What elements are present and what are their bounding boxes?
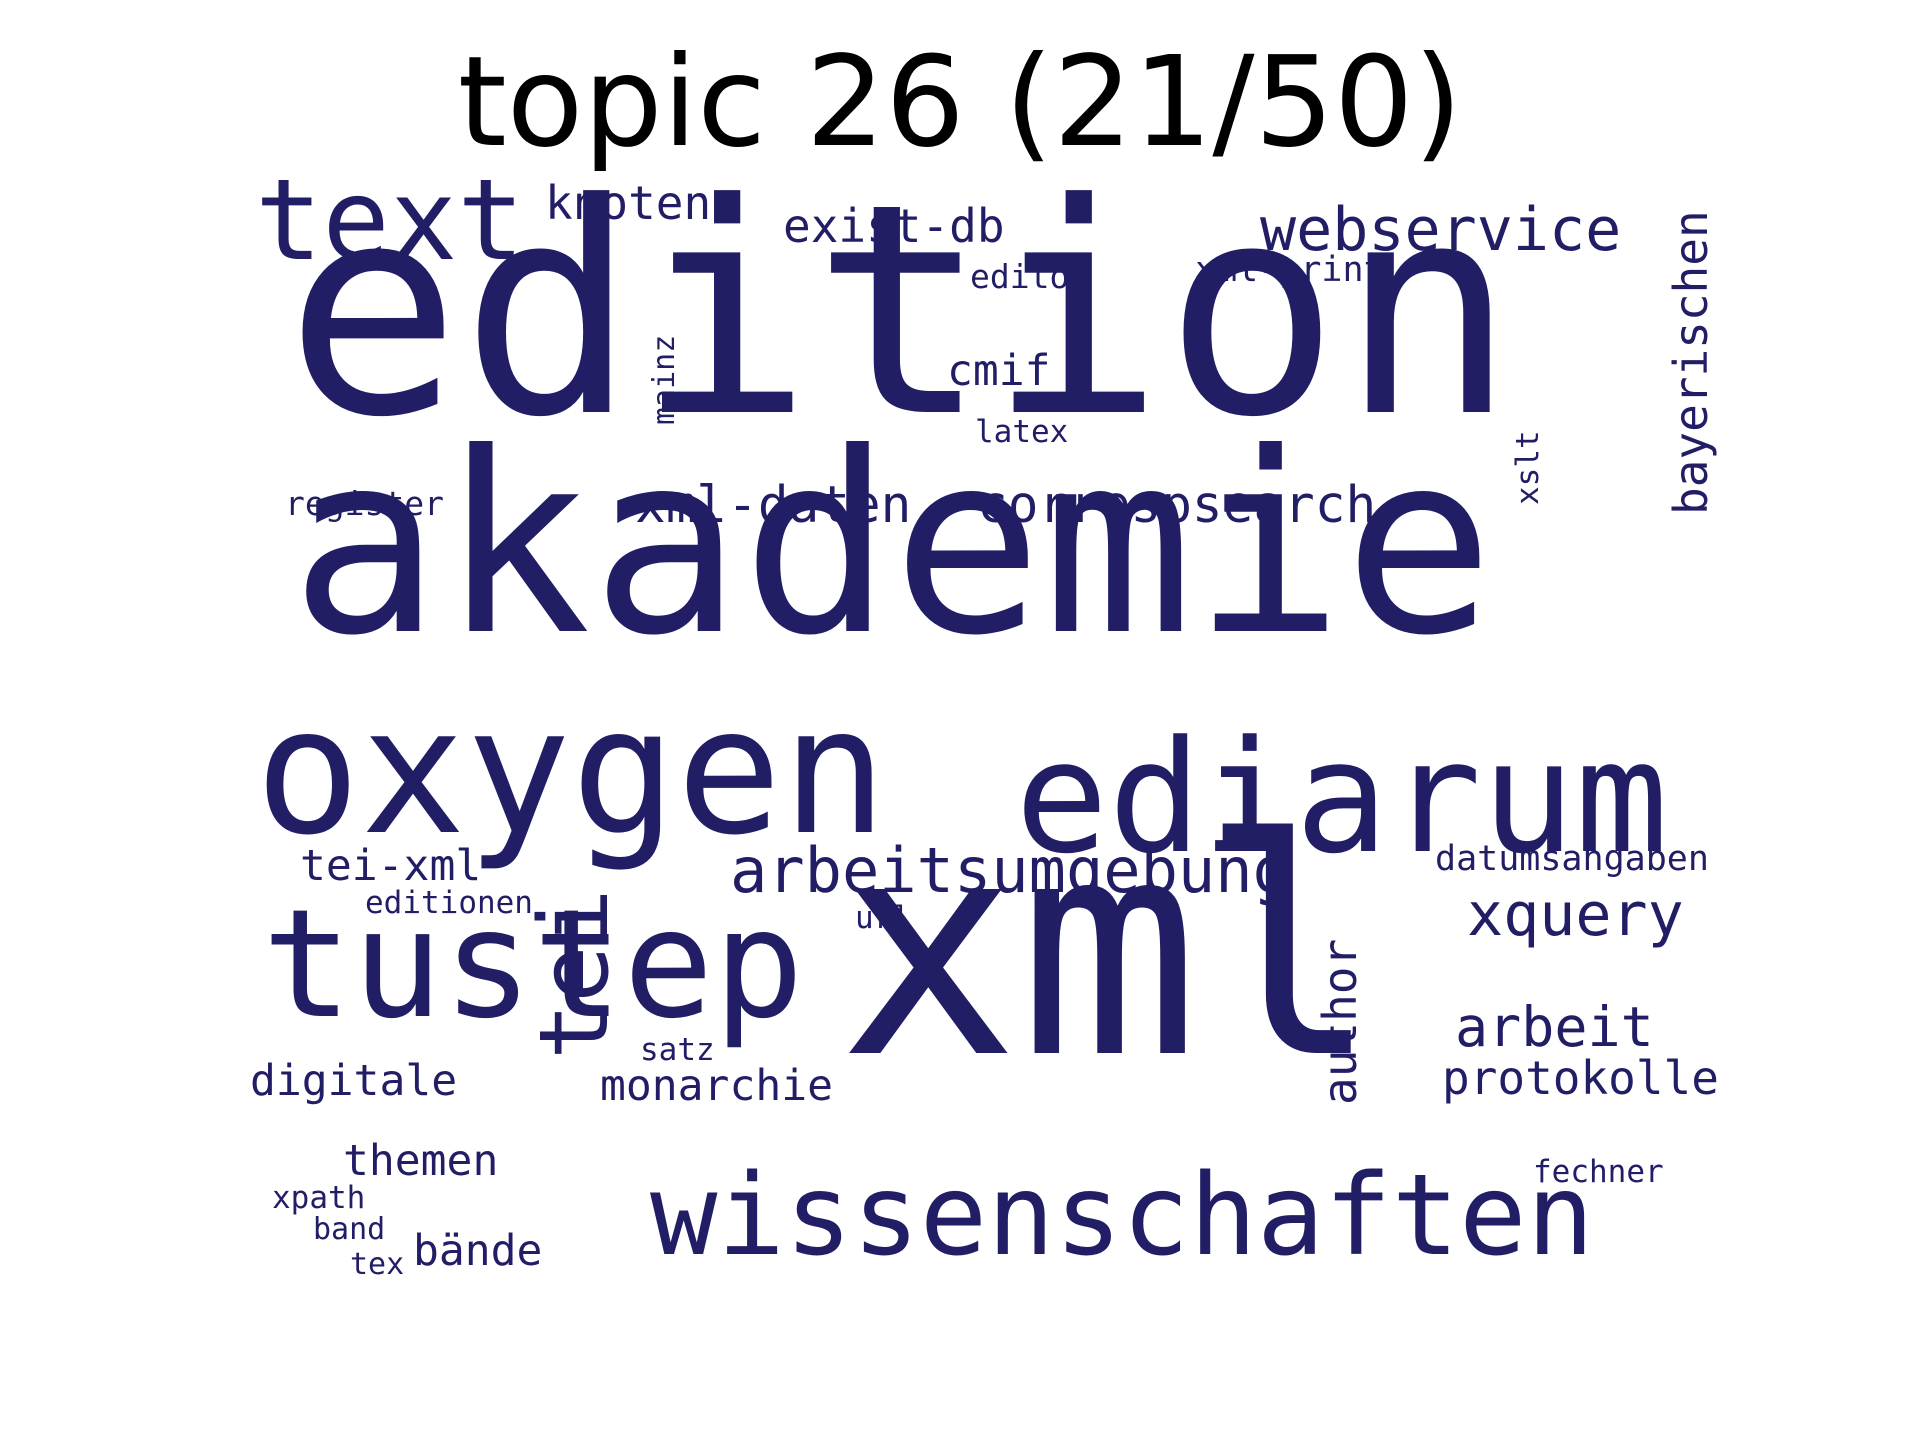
word-tex: tex: [350, 1247, 405, 1282]
word-digitale: digitale: [250, 1056, 458, 1106]
word-tei-xml: tei-xml: [300, 841, 482, 891]
word-editor: editor: [970, 257, 1090, 296]
word-xslt: xslt: [1510, 430, 1546, 505]
word-ediarum: ediarum: [1015, 707, 1669, 888]
word-register: register: [285, 484, 444, 523]
word-protokolle: protokolle: [1442, 1051, 1719, 1105]
word-xml-print: xml-print: [1195, 250, 1385, 290]
word-knoten: knoten: [545, 176, 712, 230]
word-wissenschaften: wissenschaften: [650, 1151, 1595, 1281]
word-exist-db: exist-db: [783, 199, 1005, 253]
word-arbeit: arbeit: [1455, 995, 1654, 1059]
word-datumsangaben: datumsangaben: [1435, 839, 1709, 879]
word-mainz: mainz: [647, 334, 682, 425]
word-satz: satz: [640, 1032, 715, 1068]
word-latex: latex: [975, 414, 1069, 450]
word-text: text: [255, 156, 525, 286]
word-xquery: xquery: [1467, 880, 1684, 950]
word-themen: themen: [343, 1136, 499, 1186]
word-xml-daten: xml-daten: [635, 476, 912, 535]
word-edition: edition: [285, 141, 1516, 481]
word-correspsearch: correspsearch: [977, 476, 1377, 535]
word-monarchie: monarchie: [600, 1061, 833, 1111]
word-baende: bände: [413, 1226, 543, 1276]
word-url: url: [855, 900, 911, 936]
word-xpath: xpath: [272, 1180, 366, 1216]
word-xml: xml: [838, 775, 1380, 1124]
word-bayerischen: bayerischen: [1664, 210, 1718, 515]
word-author: author: [1313, 938, 1367, 1105]
word-band: band: [313, 1212, 386, 1247]
word-oxygen: oxygen: [255, 671, 888, 874]
word-arbeitsumgebung: arbeitsumgebung: [730, 834, 1290, 907]
word-fechner: fechner: [1533, 1154, 1664, 1190]
word-editionen: editionen: [365, 885, 533, 921]
word-webservice: webservice: [1260, 195, 1622, 265]
word-cmif: cmif: [947, 346, 1051, 396]
word-akademie: akademie: [290, 399, 1495, 690]
word-tustep: tustep: [262, 878, 804, 1052]
word-tei: tei: [520, 888, 630, 1060]
page-title: topic 26 (21/50): [457, 30, 1463, 175]
